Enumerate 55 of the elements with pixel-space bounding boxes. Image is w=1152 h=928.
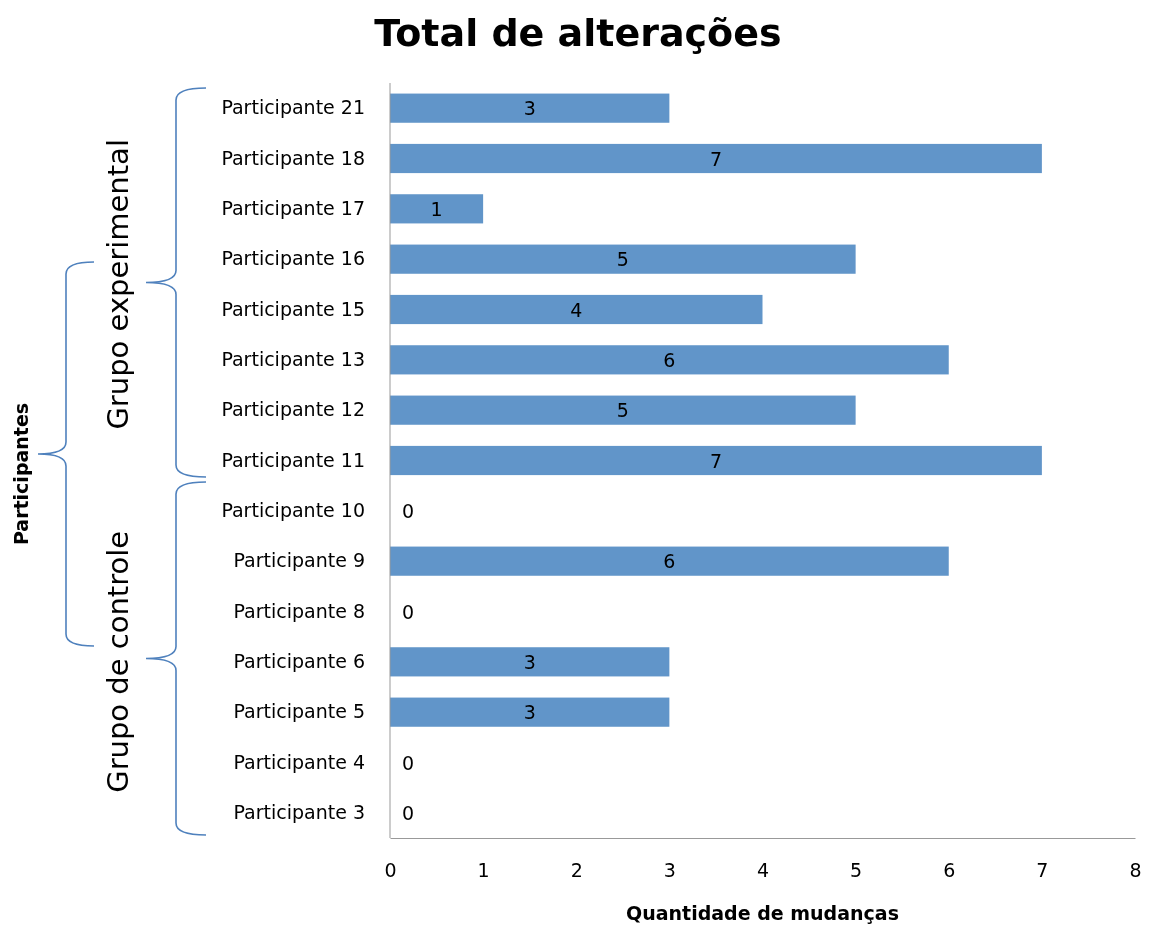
y-tick-label: Participante 9 [233, 549, 365, 572]
y-tick-label: Participante 8 [233, 599, 365, 622]
chart-title: Total de alterações [374, 11, 782, 55]
data-label: 0 [401, 801, 415, 824]
bar [390, 345, 949, 375]
data-label: 3 [523, 701, 536, 724]
y-tick-label: Participante 10 [221, 498, 365, 521]
data-label: 6 [663, 550, 676, 573]
data-label: 5 [616, 248, 629, 271]
bar [390, 244, 856, 274]
y-tick-label: Participante 6 [233, 649, 365, 672]
x-tick-label: 6 [943, 859, 956, 882]
bar [390, 93, 670, 123]
text: Grupo experimental [101, 139, 135, 430]
x-tick-label: 1 [477, 859, 490, 882]
x-tick-label: 0 [384, 859, 397, 882]
data-label: 1 [430, 197, 443, 220]
bar [390, 697, 670, 727]
bar [390, 294, 763, 325]
text: Grupo de controle [101, 530, 135, 793]
y-tick-label: Participante 11 [221, 448, 365, 471]
data-label: 3 [523, 650, 536, 673]
y-tick-label: Participante 3 [233, 800, 365, 823]
x-tick-label: 8 [1129, 859, 1142, 882]
y-tick-label: Participante 15 [221, 297, 365, 320]
bar [390, 546, 949, 576]
bar [390, 143, 1042, 174]
y-tick-label: Participante 18 [221, 146, 365, 169]
y-tick-label: Participante 16 [221, 247, 365, 270]
y-tick-label: Participante 13 [221, 347, 365, 370]
x-axis-title: Quantidade de mudanças [626, 902, 899, 924]
text: Participantes [10, 402, 32, 546]
bar [390, 395, 856, 425]
bar [390, 445, 1042, 476]
bar [390, 194, 484, 224]
data-label: 6 [663, 348, 676, 371]
data-label: 3 [523, 97, 536, 120]
data-label: 0 [401, 600, 415, 623]
data-label: 0 [401, 499, 415, 522]
data-label: 7 [709, 449, 722, 472]
x-tick-label: 3 [663, 859, 676, 882]
data-label: 0 [401, 751, 415, 774]
bar [390, 647, 670, 677]
y-tick-label: Participante 17 [221, 196, 365, 219]
x-tick-label: 2 [570, 859, 583, 882]
x-tick-label: 7 [1036, 859, 1049, 882]
data-label: 7 [709, 147, 722, 170]
y-tick-label: Participante 4 [233, 750, 365, 773]
data-label: 5 [616, 399, 629, 422]
y-tick-label: Participante 5 [233, 700, 365, 723]
y-tick-label: Participante 12 [221, 398, 365, 421]
x-tick-label: 5 [850, 859, 863, 882]
x-tick-label: 4 [756, 859, 770, 882]
y-tick-label: Participante 21 [221, 96, 365, 119]
data-label: 4 [570, 298, 583, 321]
